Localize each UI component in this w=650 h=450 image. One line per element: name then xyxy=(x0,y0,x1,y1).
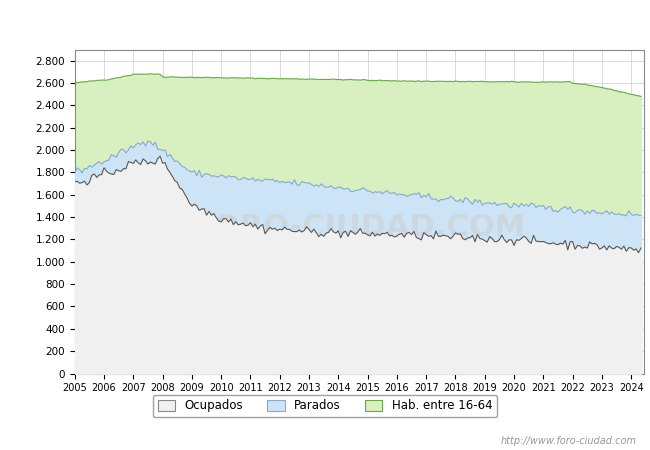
Text: FORO-CIUDAD.COM: FORO-CIUDAD.COM xyxy=(193,213,525,242)
Text: http://www.foro-ciudad.com: http://www.foro-ciudad.com xyxy=(501,436,637,446)
Legend: Ocupados, Parados, Hab. entre 16-64: Ocupados, Parados, Hab. entre 16-64 xyxy=(153,395,497,417)
Text: Espera - Evolucion de la poblacion en edad de Trabajar Mayo de 2024: Espera - Evolucion de la poblacion en ed… xyxy=(83,13,567,27)
